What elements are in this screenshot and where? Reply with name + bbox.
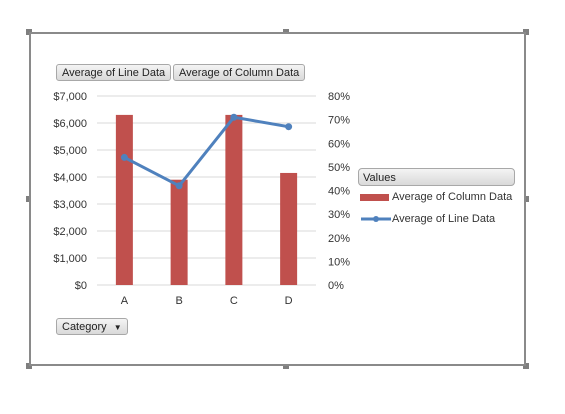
bar xyxy=(225,114,243,286)
line-point xyxy=(120,153,128,161)
y-left-tick-label: $4,000 xyxy=(53,172,87,184)
y-right-tick-label: 80% xyxy=(328,91,350,103)
legend-column-swatch xyxy=(360,193,389,201)
x-tick-label: C xyxy=(230,295,238,307)
bar xyxy=(280,172,298,285)
y-left-tick-label: $2,000 xyxy=(53,226,87,238)
resize-handle-bottom-left[interactable] xyxy=(26,363,32,369)
bar xyxy=(115,114,133,286)
y-left-tick-label: $0 xyxy=(75,280,87,292)
x-tick-label: B xyxy=(175,295,182,307)
y-right-tick-label: 50% xyxy=(328,162,350,174)
legend-line-label: Average of Line Data xyxy=(392,213,496,225)
y-left-tick-label: $6,000 xyxy=(53,118,87,130)
y-right-tick-label: 30% xyxy=(328,209,350,221)
resize-handle-bottom-right[interactable] xyxy=(523,363,529,369)
legend-item-line: Average of Line Data xyxy=(360,212,495,226)
legend-item-column: Average of Column Data xyxy=(360,190,512,204)
chart-area[interactable] xyxy=(29,32,526,366)
y-left-tick-label: $3,000 xyxy=(53,199,87,211)
series-line xyxy=(123,115,289,188)
y-right-tick-label: 70% xyxy=(328,115,350,127)
y-left-tick-label: $5,000 xyxy=(53,145,87,157)
y-right-tick-label: 60% xyxy=(328,138,350,150)
category-label: Category xyxy=(62,321,107,333)
y-left-tick-label: $7,000 xyxy=(53,91,87,103)
field-button-category[interactable]: Category ▼ xyxy=(56,318,128,335)
y-right-tick-label: 0% xyxy=(328,280,344,292)
y-right-tick-label: 10% xyxy=(328,256,350,268)
legend-column-label: Average of Column Data xyxy=(392,191,513,203)
y-right-tick-label: 20% xyxy=(328,233,350,245)
legend-line-swatch xyxy=(361,216,391,222)
x-tick-label: D xyxy=(285,295,293,307)
resize-handle-bottom[interactable] xyxy=(283,363,289,369)
bar xyxy=(170,179,188,285)
line-point xyxy=(175,182,183,190)
chevron-down-icon: ▼ xyxy=(113,323,122,332)
resize-handle-right[interactable] xyxy=(523,196,529,202)
legend-values-header[interactable]: Values xyxy=(358,168,515,186)
y-left-tick-label: $1,000 xyxy=(53,253,87,265)
line-point xyxy=(230,113,238,121)
x-tick-label: A xyxy=(121,295,129,307)
field-button-line-data[interactable]: Average of Line Data xyxy=(56,64,172,81)
field-button-column-data[interactable]: Average of Column Data xyxy=(173,64,306,81)
resize-handle-top-right[interactable] xyxy=(523,29,529,35)
line-point xyxy=(285,123,293,131)
y-right-tick-label: 40% xyxy=(328,186,350,198)
